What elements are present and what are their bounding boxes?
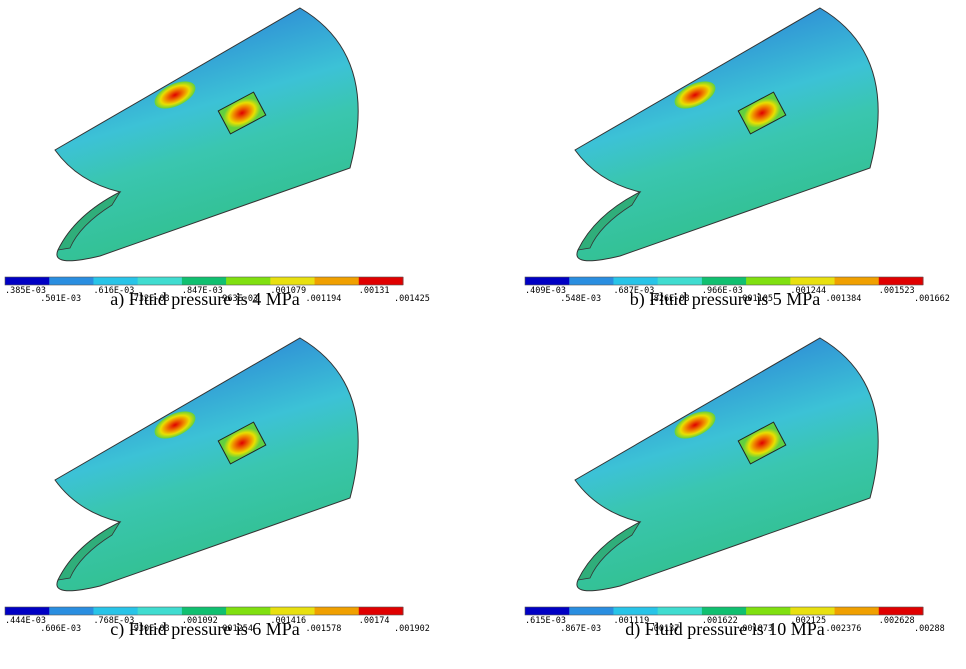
legend-label: .001578 — [306, 624, 342, 634]
legend-band — [270, 607, 315, 615]
legend-band — [182, 607, 227, 615]
legend-band — [226, 607, 271, 615]
legend-band — [790, 277, 835, 285]
legend-band — [93, 607, 138, 615]
pipe-body — [55, 8, 358, 261]
legend-label: .001662 — [914, 294, 950, 304]
legend-label: .001902 — [394, 624, 430, 634]
caption: b) Fluid pressure is 5 MPa — [630, 289, 821, 310]
caption: c) Fluid pressure is 6 MPa — [110, 619, 299, 640]
legend-band — [93, 277, 138, 285]
pipe-body — [55, 338, 358, 591]
legend-band — [835, 277, 880, 285]
legend-band — [879, 607, 924, 615]
legend-band — [226, 277, 271, 285]
legend-label: .002376 — [826, 624, 862, 634]
legend-label: .606E-03 — [40, 624, 81, 634]
legend-band — [315, 277, 360, 285]
legend-band — [49, 277, 94, 285]
legend-label: .00131 — [359, 286, 390, 296]
legend-band — [879, 277, 924, 285]
legend-label: .501E-03 — [40, 294, 81, 304]
caption: a) Fluid pressure is 4 MPa — [110, 289, 299, 310]
caption: d) Fluid pressure is 10 MPa — [625, 619, 825, 640]
legend-band — [138, 277, 183, 285]
pipe-body — [575, 8, 878, 261]
legend-band — [138, 607, 183, 615]
panel: .444E-03.768E-03.001092.001416.00174.606… — [5, 338, 430, 640]
legend-band — [746, 277, 791, 285]
legend-band — [613, 277, 658, 285]
legend-band — [569, 277, 614, 285]
panel: .385E-03.616E-03.847E-03.001079.00131.50… — [5, 8, 430, 310]
legend-band — [5, 607, 50, 615]
legend-band — [702, 277, 747, 285]
panel: .615E-03.001119.001622.002125.002628.867… — [525, 338, 945, 640]
legend-band — [658, 277, 703, 285]
legend-band — [790, 607, 835, 615]
legend-band — [525, 277, 570, 285]
legend-band — [315, 607, 360, 615]
legend-band — [658, 607, 703, 615]
figure: .385E-03.616E-03.847E-03.001079.00131.50… — [0, 0, 966, 669]
legend-band — [359, 277, 404, 285]
legend-label: .867E-03 — [560, 624, 601, 634]
legend-label: .001523 — [879, 286, 915, 296]
legend-band — [270, 277, 315, 285]
legend-label: .001425 — [394, 294, 430, 304]
legend-band — [613, 607, 658, 615]
legend-band — [569, 607, 614, 615]
pipe-body — [575, 338, 878, 591]
legend-label: .002628 — [879, 616, 915, 626]
legend-band — [525, 607, 570, 615]
legend-label: .548E-03 — [560, 294, 601, 304]
legend-label: .001384 — [826, 294, 862, 304]
legend-band — [746, 607, 791, 615]
legend-label: .001194 — [306, 294, 342, 304]
legend-band — [835, 607, 880, 615]
legend-band — [182, 277, 227, 285]
legend-label: .00174 — [359, 616, 390, 626]
legend-label: .00288 — [914, 624, 945, 634]
panel: .409E-03.687E-03.966E-03.001244.001523.5… — [525, 8, 950, 310]
legend-band — [702, 607, 747, 615]
legend-band — [49, 607, 94, 615]
legend-band — [5, 277, 50, 285]
legend-band — [359, 607, 404, 615]
